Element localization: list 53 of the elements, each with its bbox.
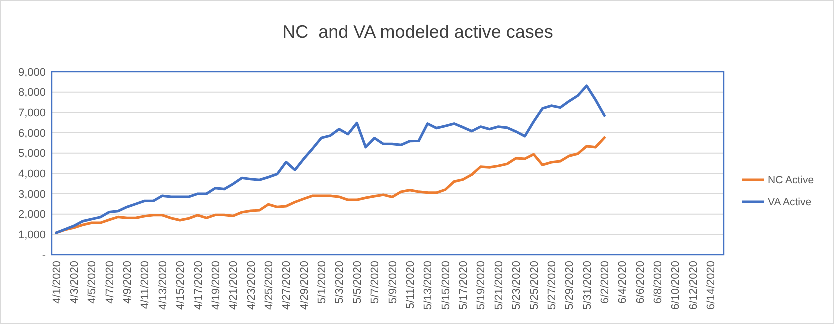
x-tick-label: 6/12/2020 (688, 261, 700, 310)
legend-label: VA Active (768, 196, 812, 209)
x-tick-label: 4/25/2020 (263, 261, 276, 310)
line-series (55, 84, 606, 234)
x-tick-label: 4/7/2020 (104, 261, 116, 304)
x-tick-label: 5/9/2020 (387, 261, 400, 304)
y-tick-label: 5,000 (18, 148, 46, 160)
x-tick-label: 4/29/2020 (298, 261, 311, 310)
y-tick-label: 4,000 (18, 168, 46, 181)
x-tick-label: 5/25/2020 (528, 261, 541, 310)
x-tick-label: 5/21/2020 (493, 261, 506, 310)
x-tick-label: 5/19/2020 (476, 261, 488, 310)
x-tick-label: 5/13/2020 (422, 261, 435, 310)
x-tick-label: 4/23/2020 (246, 261, 258, 310)
x-tick-label: 6/6/2020 (634, 261, 647, 304)
x-tick-label: 5/31/2020 (582, 261, 594, 310)
x-tick-label: 6/14/2020 (706, 261, 718, 310)
x-tick-label: 4/15/2020 (175, 261, 188, 310)
x-tick-label: 4/27/2020 (281, 261, 294, 310)
x-tick-label: 5/3/2020 (334, 261, 346, 304)
y-tick-label: 8,000 (18, 87, 46, 100)
y-tick-label: 1,000 (18, 230, 46, 242)
y-tick-label: 9,000 (18, 66, 46, 79)
line-series (55, 136, 606, 234)
x-tick-label: 4/3/2020 (68, 261, 81, 304)
x-tick-label: 4/1/2020 (51, 261, 64, 304)
x-tick-label: 5/17/2020 (458, 261, 470, 310)
x-tick-label: 5/27/2020 (546, 261, 558, 310)
x-tick-label: 4/17/2020 (192, 261, 205, 310)
x-tick-label: 5/7/2020 (370, 261, 382, 304)
x-tick-label: 5/29/2020 (564, 261, 576, 310)
x-tick-label: 4/19/2020 (210, 261, 222, 310)
x-tick-label: 5/11/2020 (404, 261, 417, 310)
y-tick-label: 6,000 (18, 128, 46, 140)
x-tick-label: 5/23/2020 (511, 261, 524, 310)
x-tick-label: 4/21/2020 (228, 261, 240, 310)
x-tick-label: 4/13/2020 (157, 261, 170, 310)
chart-title: NC and VA modeled active cases (282, 22, 554, 42)
y-tick-label: 7,000 (18, 108, 46, 120)
y-tick-label: 3,000 (18, 188, 46, 201)
x-tick-label: 4/9/2020 (122, 261, 134, 304)
x-tick-label: 6/2/2020 (599, 261, 612, 304)
legend-label: NC Active (768, 174, 814, 187)
x-tick-label: 6/8/2020 (652, 261, 665, 304)
x-tick-label: 5/5/2020 (352, 261, 364, 304)
x-tick-label: 6/10/2020 (670, 261, 682, 310)
y-tick-label: 2,000 (18, 209, 46, 222)
x-tick-label: 4/11/2020 (140, 261, 152, 310)
x-tick-label: 4/5/2020 (86, 261, 99, 304)
x-tick-label: 5/15/2020 (440, 261, 452, 310)
x-tick-label: 5/1/2020 (316, 261, 329, 304)
x-tick-label: 6/4/2020 (617, 261, 630, 304)
y-tick-label: - (42, 250, 46, 262)
